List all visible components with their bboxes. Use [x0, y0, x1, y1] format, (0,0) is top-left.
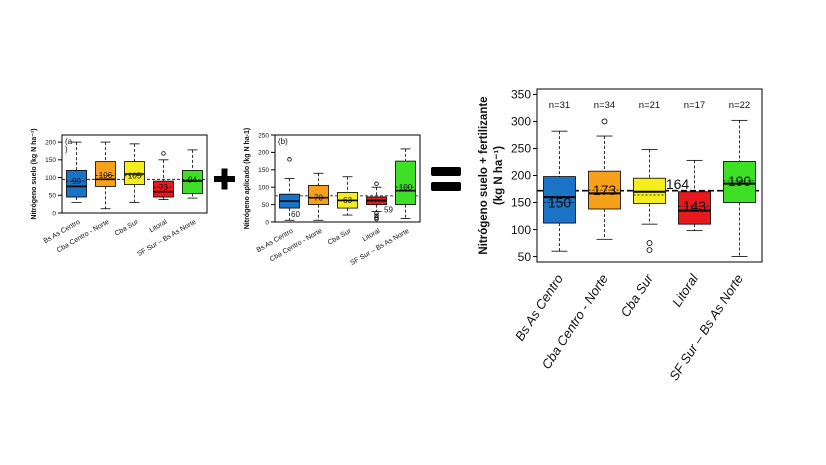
mean-value-label: 70 [314, 193, 323, 202]
box-1 [308, 185, 329, 206]
category-label: Cba Centro - Norte [56, 219, 111, 255]
mean-value-label: 90 [72, 177, 81, 186]
box-4 [395, 160, 416, 206]
mean-value-label: 94 [188, 175, 197, 184]
y-tick-label: 150 [258, 167, 269, 174]
outlier-point [374, 211, 379, 216]
y-tick-label: 150 [45, 157, 56, 164]
y-axis-label-line2: (kg N ha⁻¹) [493, 146, 505, 205]
box-0 [66, 170, 87, 198]
mean-value-label: 106 [99, 171, 113, 180]
mean-value-label: 63 [343, 196, 352, 205]
y-tick-label: 150 [511, 196, 531, 210]
y-tick-label: 250 [258, 132, 269, 139]
box-3 [678, 191, 711, 225]
outlier-point [374, 217, 379, 222]
y-tick-label: 200 [511, 169, 531, 183]
y-tick-label: 50 [518, 250, 532, 264]
equals-operator-text: = [0, 0, 1, 1]
outlier-point [161, 151, 166, 156]
panel-label: (a [65, 137, 73, 146]
panel-label: (b) [278, 137, 288, 146]
category-label: Cba Sur [327, 227, 353, 246]
mean-value-label: 164 [666, 176, 690, 192]
y-tick-label: 100 [511, 223, 531, 237]
category-label: Cba Centro - Norte [269, 228, 324, 264]
mean-value-label: 105 [128, 172, 142, 181]
plus-operator: + [0, 0, 235, 190]
chart-panel-b: 0 50 100 150 200 250 Nitrógeno aplicado (kg N … [244, 128, 421, 267]
mean-value-label: 60 [291, 210, 300, 219]
category-label: Litoral [148, 218, 168, 234]
mean-value-label: 150 [548, 194, 572, 210]
y-tick-label: 100 [45, 175, 56, 182]
y-tick-label: 100 [258, 184, 269, 191]
outlier-point [646, 240, 653, 246]
outlier-point [374, 181, 379, 186]
outlier-point [646, 247, 653, 254]
category-label: Litoral [361, 227, 381, 243]
y-axis-label: Nitrógeno suelo (kg N ha⁻¹) [31, 128, 38, 219]
mean-value-label: 73 [159, 183, 168, 192]
outlier-point [287, 157, 292, 162]
box-2 [124, 161, 145, 186]
y-tick-label: 200 [258, 150, 269, 157]
mean-value-label: 143 [683, 198, 707, 214]
sample-size-label: n=22 [729, 100, 750, 111]
y-tick-label: 0 [52, 210, 56, 217]
y-tick-label: 0 [265, 219, 269, 226]
box-4 [182, 170, 203, 194]
category-label: Cba Sur [617, 271, 656, 320]
sample-size-label: n=31 [549, 100, 570, 111]
mean-value-label: 100 [399, 183, 413, 192]
outlier-point [601, 118, 608, 125]
outlier-point [374, 215, 379, 221]
equals-operator: = [0, 0, 461, 191]
box-4 [723, 161, 756, 203]
chart-panel-c: 50 100 150 200 250 300 350 Nitrógeno suelo + fe… [478, 88, 763, 383]
mean-value-label: 59 [384, 206, 393, 215]
mean-value-label: 190 [728, 173, 752, 189]
category-label: Cba Sur [114, 218, 140, 237]
y-tick-label: 50 [262, 202, 270, 209]
y-tick-label: 250 [511, 142, 531, 156]
plus-operator-text: + [0, 0, 1, 1]
y-axis-label: Nitrógeno aplicado (kg N ha-1) [244, 128, 251, 230]
y-tick-label: 50 [49, 193, 57, 200]
box-3 [153, 180, 174, 198]
box-1 [95, 161, 116, 187]
sample-size-label: n=17 [684, 100, 705, 111]
sample-size-label: n=21 [639, 100, 660, 111]
plot-frame-a [61, 134, 208, 214]
panel-label: ) [65, 145, 68, 154]
sample-size-label: n=34 [594, 100, 615, 111]
category-label: Litoral [669, 271, 701, 310]
mean-value-label: 173 [593, 182, 617, 198]
y-axis-label-line1: Nitrógeno suelo + fertilizante [478, 96, 490, 254]
chart-panel-a: 0 50 100 150 200 Nitrógeno suelo (kg N ha⁻¹) (… [31, 128, 208, 258]
y-tick-label: 350 [511, 88, 531, 102]
plot-frame-b [274, 134, 421, 223]
y-tick-label: 200 [45, 139, 56, 146]
y-tick-label: 300 [511, 115, 531, 129]
box-0 [543, 176, 576, 224]
